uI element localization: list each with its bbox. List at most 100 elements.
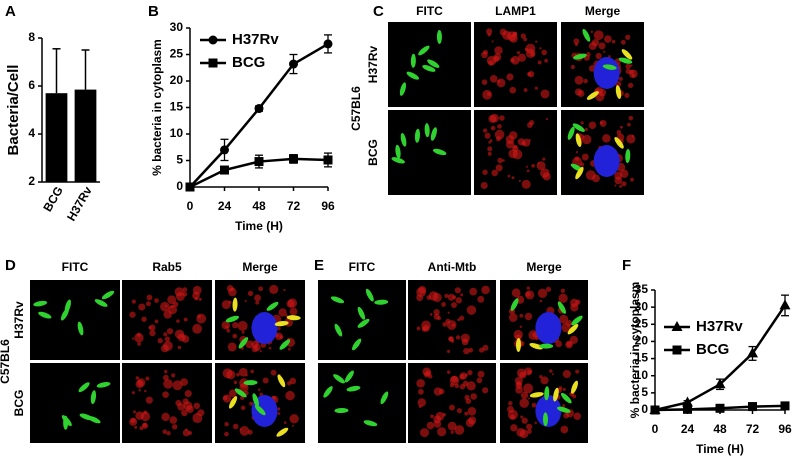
stain bbox=[580, 121, 584, 125]
nucleus bbox=[593, 145, 620, 177]
micrograph bbox=[500, 280, 588, 360]
stain bbox=[162, 429, 168, 435]
stain bbox=[561, 323, 571, 333]
stain bbox=[464, 373, 468, 377]
legend-label: H37Rv bbox=[696, 318, 743, 335]
stain bbox=[289, 414, 299, 424]
stain bbox=[254, 294, 261, 302]
stain bbox=[486, 28, 493, 35]
stain bbox=[182, 291, 188, 297]
y-tick-label: 0 bbox=[641, 402, 648, 416]
bacterium bbox=[77, 321, 84, 336]
stain bbox=[192, 413, 203, 424]
stain bbox=[175, 399, 182, 407]
stain bbox=[154, 319, 159, 324]
bacterium bbox=[529, 392, 544, 398]
stain bbox=[495, 164, 503, 172]
stain bbox=[226, 370, 236, 380]
stain bbox=[562, 404, 566, 408]
stain bbox=[455, 335, 461, 340]
panel-label: F bbox=[622, 257, 631, 274]
x-tick-label: 24 bbox=[681, 422, 695, 436]
stain bbox=[512, 31, 518, 37]
stain bbox=[529, 120, 535, 126]
marker bbox=[714, 378, 726, 389]
stain bbox=[527, 369, 532, 375]
stain bbox=[133, 410, 136, 414]
stain bbox=[618, 76, 623, 81]
stain bbox=[488, 114, 497, 123]
stain bbox=[247, 429, 253, 435]
legend-label: BCG bbox=[232, 54, 265, 71]
stain bbox=[590, 30, 594, 34]
stain bbox=[449, 375, 460, 386]
stain bbox=[562, 387, 566, 392]
stain bbox=[462, 380, 469, 387]
stain bbox=[491, 40, 494, 43]
stain bbox=[497, 124, 502, 129]
stain bbox=[505, 140, 515, 149]
y-tick-label: 15 bbox=[170, 100, 184, 114]
row-label: H37Rv bbox=[366, 46, 380, 84]
stain bbox=[193, 402, 200, 410]
stain bbox=[228, 300, 232, 304]
x-tick-label: BCG bbox=[40, 184, 65, 214]
stain bbox=[447, 293, 455, 301]
micrograph bbox=[388, 110, 471, 195]
y-tick-label: 30 bbox=[170, 20, 184, 34]
column-header: Anti-Mtb bbox=[428, 260, 477, 274]
y-tick-label: 0 bbox=[176, 179, 183, 193]
stain bbox=[527, 397, 530, 400]
stain bbox=[515, 386, 523, 394]
stain bbox=[437, 316, 441, 321]
stain bbox=[449, 404, 455, 411]
stain bbox=[425, 370, 432, 377]
bacterium bbox=[286, 315, 301, 321]
stain bbox=[183, 317, 188, 322]
stain bbox=[621, 181, 627, 187]
row-label: H37Rv bbox=[12, 301, 26, 339]
y-tick-label: 25 bbox=[170, 47, 184, 61]
stain bbox=[455, 297, 462, 304]
stain bbox=[593, 30, 604, 41]
stain bbox=[480, 182, 488, 190]
stain bbox=[289, 377, 297, 385]
bacterium bbox=[400, 132, 407, 147]
stain bbox=[174, 287, 184, 297]
micrograph bbox=[122, 363, 212, 443]
stain bbox=[519, 313, 524, 318]
stain bbox=[630, 64, 633, 67]
stain bbox=[240, 405, 246, 411]
stain bbox=[221, 321, 231, 330]
stain bbox=[283, 421, 287, 424]
bacterium bbox=[424, 123, 430, 138]
bacterium bbox=[542, 412, 548, 427]
stain bbox=[520, 391, 529, 399]
micrograph bbox=[474, 110, 557, 195]
stain bbox=[257, 388, 261, 392]
stain bbox=[134, 333, 144, 343]
stain bbox=[129, 311, 136, 318]
stain bbox=[630, 177, 634, 182]
stain bbox=[437, 427, 447, 437]
stain bbox=[537, 288, 548, 298]
y-tick-label: 35 bbox=[635, 282, 649, 296]
stain bbox=[614, 176, 623, 185]
stain bbox=[430, 414, 434, 419]
x-tick-label: 48 bbox=[252, 199, 266, 213]
micrograph bbox=[408, 280, 496, 360]
x-tick-label: 96 bbox=[778, 422, 792, 436]
stain bbox=[268, 346, 272, 350]
stain bbox=[451, 302, 457, 308]
stain bbox=[631, 73, 636, 78]
stain bbox=[555, 340, 562, 348]
stain bbox=[138, 388, 142, 392]
stain bbox=[519, 429, 529, 439]
stain bbox=[196, 313, 207, 324]
stain bbox=[502, 159, 505, 162]
bacterium bbox=[96, 381, 111, 388]
stain bbox=[465, 398, 472, 404]
stain bbox=[588, 65, 596, 72]
stain bbox=[172, 380, 183, 391]
marker bbox=[780, 401, 790, 411]
